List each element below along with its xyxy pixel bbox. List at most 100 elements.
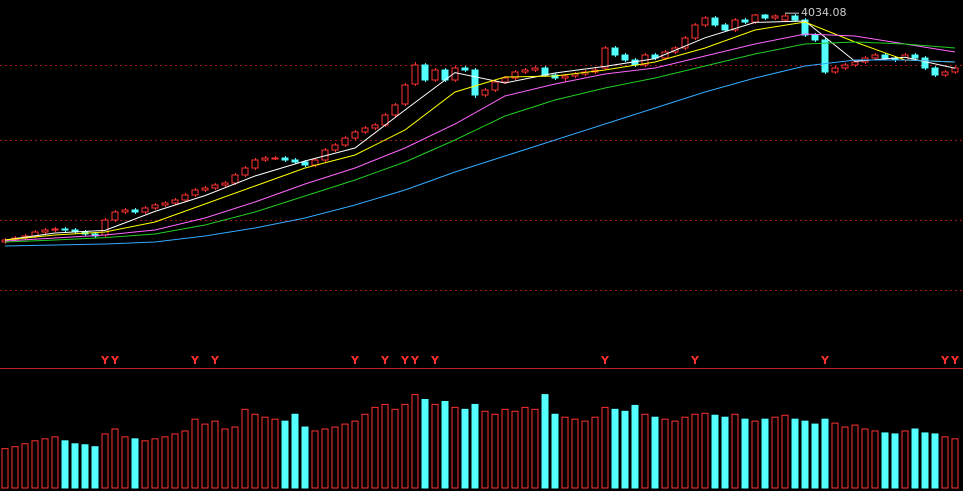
volume-bar (61, 440, 69, 489)
volume-bar (471, 403, 479, 489)
volume-bar (661, 418, 669, 489)
signal-label: Y (110, 354, 120, 367)
volume-bar (711, 414, 719, 489)
volume-bar (351, 420, 359, 489)
signal-label: Y (430, 354, 440, 367)
candle-body (121, 209, 129, 213)
candle-body (171, 199, 179, 204)
volume-bar (801, 420, 809, 489)
volume-bar (341, 423, 349, 489)
volume-bar (441, 400, 449, 489)
candle-body (701, 17, 709, 26)
volume-bar (921, 432, 929, 489)
candle-body (841, 64, 849, 69)
candle-body (371, 124, 379, 129)
candle-body (451, 67, 459, 81)
volume-bar (781, 414, 789, 489)
volume-bar (31, 440, 39, 489)
volume-bar (81, 444, 89, 489)
volume-bar (281, 420, 289, 489)
volume-bar (261, 416, 269, 489)
volume-bar (161, 436, 169, 489)
candle-body (761, 14, 769, 19)
volume-bar (821, 418, 829, 489)
candle-body (881, 54, 889, 59)
candle-body (211, 184, 219, 189)
volume-bar (811, 423, 819, 489)
volume-bar (731, 413, 739, 489)
volume-bar (91, 446, 99, 489)
volume-bar (391, 408, 399, 489)
volume-bar (561, 416, 569, 489)
volume-bar (551, 413, 559, 489)
candle-body (931, 67, 939, 76)
candle-body (711, 17, 719, 26)
candle-body (331, 144, 339, 151)
volume-bar (931, 433, 939, 489)
volume-bar (181, 430, 189, 489)
volume-bar (831, 422, 839, 489)
candle-body (101, 219, 109, 236)
volume-bar (501, 408, 509, 489)
volume-bar (221, 428, 229, 489)
volume-bar (481, 410, 489, 489)
volume-bar (231, 426, 239, 489)
candle-body (111, 211, 119, 221)
signal-label: Y (950, 354, 960, 367)
candle-body (131, 209, 139, 213)
signal-label: Y (820, 354, 830, 367)
candle-body (751, 14, 759, 23)
candle-body (951, 67, 959, 73)
volume-bar (101, 433, 109, 489)
candle-body (681, 37, 689, 49)
volume-bar (681, 416, 689, 489)
candle-body (501, 77, 509, 83)
volume-bar (271, 418, 279, 489)
candle-body (941, 71, 949, 76)
candle-body (421, 64, 429, 81)
signal-label: Y (600, 354, 610, 367)
candle-body (151, 204, 159, 209)
candle-body (301, 161, 309, 166)
candle-body (391, 104, 399, 116)
volume-bar (1, 448, 9, 489)
candle-body (661, 51, 669, 59)
volume-bar (301, 426, 309, 489)
candle-body (791, 15, 799, 21)
volume-bar (741, 418, 749, 489)
signal-label: Y (380, 354, 390, 367)
candle-body (521, 69, 529, 73)
candle-body (801, 19, 809, 36)
signal-label: Y (100, 354, 110, 367)
volume-bar (841, 426, 849, 489)
candle-body (351, 131, 359, 139)
candle-body (61, 228, 69, 231)
candle-body (831, 67, 839, 73)
candle-body (911, 54, 919, 59)
volume-bar (491, 413, 499, 489)
candle-body (821, 39, 829, 73)
candle-body (401, 84, 409, 105)
candle-body (741, 19, 749, 23)
volume-bar (381, 403, 389, 489)
moving-average (4, 59, 956, 247)
candle-body (921, 57, 929, 69)
volume-bar (11, 446, 19, 489)
candle-body (481, 89, 489, 96)
volume-bar (861, 428, 869, 489)
volume-bar (641, 413, 649, 489)
candle-body (51, 228, 59, 231)
moving-average (4, 41, 956, 243)
volume-bar (671, 420, 679, 489)
candle-body (241, 167, 249, 176)
volume-bar (121, 436, 129, 489)
candle-body (651, 54, 659, 59)
volume-bar (611, 408, 619, 489)
candle-body (611, 47, 619, 56)
volume-bar (371, 406, 379, 489)
volume-bar (291, 413, 299, 489)
candle-body (361, 127, 369, 133)
candle-body (431, 69, 439, 81)
candle-body (781, 15, 789, 21)
volume-bar (531, 408, 539, 489)
